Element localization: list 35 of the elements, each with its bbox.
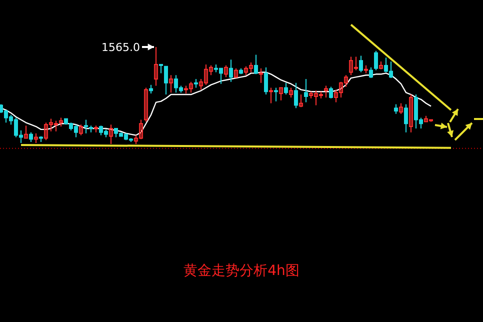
candlestick [399,102,403,114]
candlestick [284,82,288,96]
candlestick [254,54,258,75]
candlestick [264,66,268,96]
candlestick [224,64,228,78]
candlestick [274,87,278,102]
candlestick [79,124,83,136]
candlestick [394,104,398,114]
candlestick [229,59,233,82]
candlestick [24,125,28,139]
candlestick [289,87,293,98]
candlestick [299,94,303,108]
candlestick [169,74,173,94]
candlestick [409,94,413,133]
candlestick [374,50,378,71]
text: 黄金走势分析4h图 [184,263,300,279]
candlestick [234,68,238,79]
candlestick [324,85,328,98]
candlestick [109,124,113,144]
candlestick [404,104,408,133]
candlestick [259,68,263,84]
candlestick [84,119,88,134]
candlestick [29,132,33,143]
candlestick [164,66,168,96]
candlestick [269,87,273,104]
candlestick [294,82,298,109]
candlestick [304,78,308,103]
candlestick [144,87,148,122]
candlestick [154,46,158,86]
annotation: 1565.0 [102,41,140,54]
candlestick [329,86,333,99]
candlestick [34,132,38,144]
candlestick [369,66,373,79]
candlestick [279,87,283,101]
candlestick [359,55,363,73]
